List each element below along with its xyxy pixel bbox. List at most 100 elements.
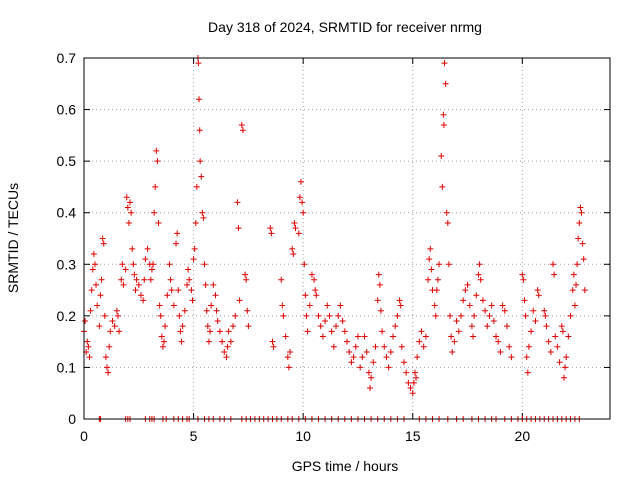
- data-point: [335, 312, 342, 319]
- data-point: [370, 359, 377, 366]
- data-point: [313, 292, 320, 299]
- data-point: [308, 271, 315, 278]
- data-point: [535, 292, 542, 299]
- y-tick-label: 0.5: [57, 153, 77, 169]
- data-point: [346, 348, 353, 355]
- data-point: [473, 292, 480, 299]
- y-tick-label: 0.3: [57, 256, 77, 272]
- data-point: [447, 312, 454, 319]
- data-point: [559, 328, 566, 335]
- data-point: [120, 281, 127, 288]
- data-point: [132, 287, 139, 294]
- data-point: [311, 276, 318, 283]
- data-point: [579, 240, 586, 247]
- data-point: [87, 307, 94, 314]
- data-point: [436, 261, 443, 268]
- data-point: [337, 302, 344, 309]
- y-axis-label: SRMTID / TECUs: [5, 183, 21, 293]
- data-point: [410, 379, 417, 386]
- data-point: [216, 328, 223, 335]
- data-point: [413, 374, 420, 381]
- data-point: [383, 354, 390, 361]
- data-point: [426, 256, 433, 263]
- data-point: [440, 122, 447, 129]
- data-point: [303, 312, 310, 319]
- data-point: [545, 338, 552, 345]
- data-point: [193, 183, 200, 190]
- data-point: [322, 318, 329, 325]
- data-point: [444, 220, 451, 227]
- data-point: [400, 359, 407, 366]
- data-point: [296, 194, 303, 201]
- data-point: [152, 183, 159, 190]
- data-point: [453, 318, 460, 325]
- data-point: [128, 209, 135, 216]
- data-point: [227, 338, 234, 345]
- data-point: [348, 359, 355, 366]
- data-point: [523, 354, 530, 361]
- data-point: [468, 323, 475, 330]
- data-point: [569, 287, 576, 294]
- data-point: [213, 307, 220, 314]
- y-tick-label: 0.4: [57, 205, 77, 221]
- data-point: [104, 364, 111, 371]
- data-point: [328, 328, 335, 335]
- data-point: [174, 230, 181, 237]
- data-point: [159, 343, 166, 350]
- data-point: [91, 261, 98, 268]
- data-point: [230, 323, 237, 330]
- data-point: [528, 328, 535, 335]
- data-point: [301, 261, 308, 268]
- data-point: [280, 312, 287, 319]
- data-point: [560, 374, 567, 381]
- data-point: [202, 281, 209, 288]
- data-point: [441, 60, 448, 67]
- data-point: [330, 343, 337, 350]
- data-point: [385, 364, 392, 371]
- data-point: [570, 271, 577, 278]
- data-point: [499, 302, 506, 309]
- data-point: [204, 323, 211, 330]
- data-point: [324, 302, 331, 309]
- data-point: [501, 307, 508, 314]
- data-point: [142, 256, 149, 263]
- data-point: [235, 225, 242, 232]
- data-point: [394, 312, 401, 319]
- data-point: [147, 276, 154, 283]
- data-point: [550, 261, 557, 268]
- data-point: [141, 276, 148, 283]
- data-point: [205, 338, 212, 345]
- data-point: [197, 158, 204, 165]
- data-point: [210, 281, 217, 288]
- x-tick-label: 10: [295, 428, 311, 444]
- data-point: [289, 245, 296, 252]
- data-point: [89, 266, 96, 273]
- data-point: [451, 338, 458, 345]
- data-point: [433, 287, 440, 294]
- data-point: [414, 354, 421, 361]
- data-point: [488, 302, 495, 309]
- data-point: [245, 323, 252, 330]
- data-point: [422, 333, 429, 340]
- data-point: [207, 328, 214, 335]
- data-point: [278, 276, 285, 283]
- grid: [84, 58, 610, 419]
- data-point: [186, 276, 193, 283]
- data-point: [542, 312, 549, 319]
- data-point: [158, 333, 165, 340]
- data-point: [88, 287, 95, 294]
- data-point: [567, 312, 574, 319]
- data-point: [242, 271, 249, 278]
- data-point: [84, 338, 91, 345]
- data-point: [208, 302, 215, 309]
- chart-title: Day 318 of 2024, SRMTID for receiver nrm…: [208, 19, 482, 35]
- data-point: [438, 152, 445, 159]
- data-point: [184, 281, 191, 288]
- data-point: [140, 297, 147, 304]
- data-point: [387, 348, 394, 355]
- data-point: [270, 343, 277, 350]
- data-point: [299, 199, 306, 206]
- data-point: [420, 343, 427, 350]
- data-point: [397, 302, 404, 309]
- data-point: [457, 312, 464, 319]
